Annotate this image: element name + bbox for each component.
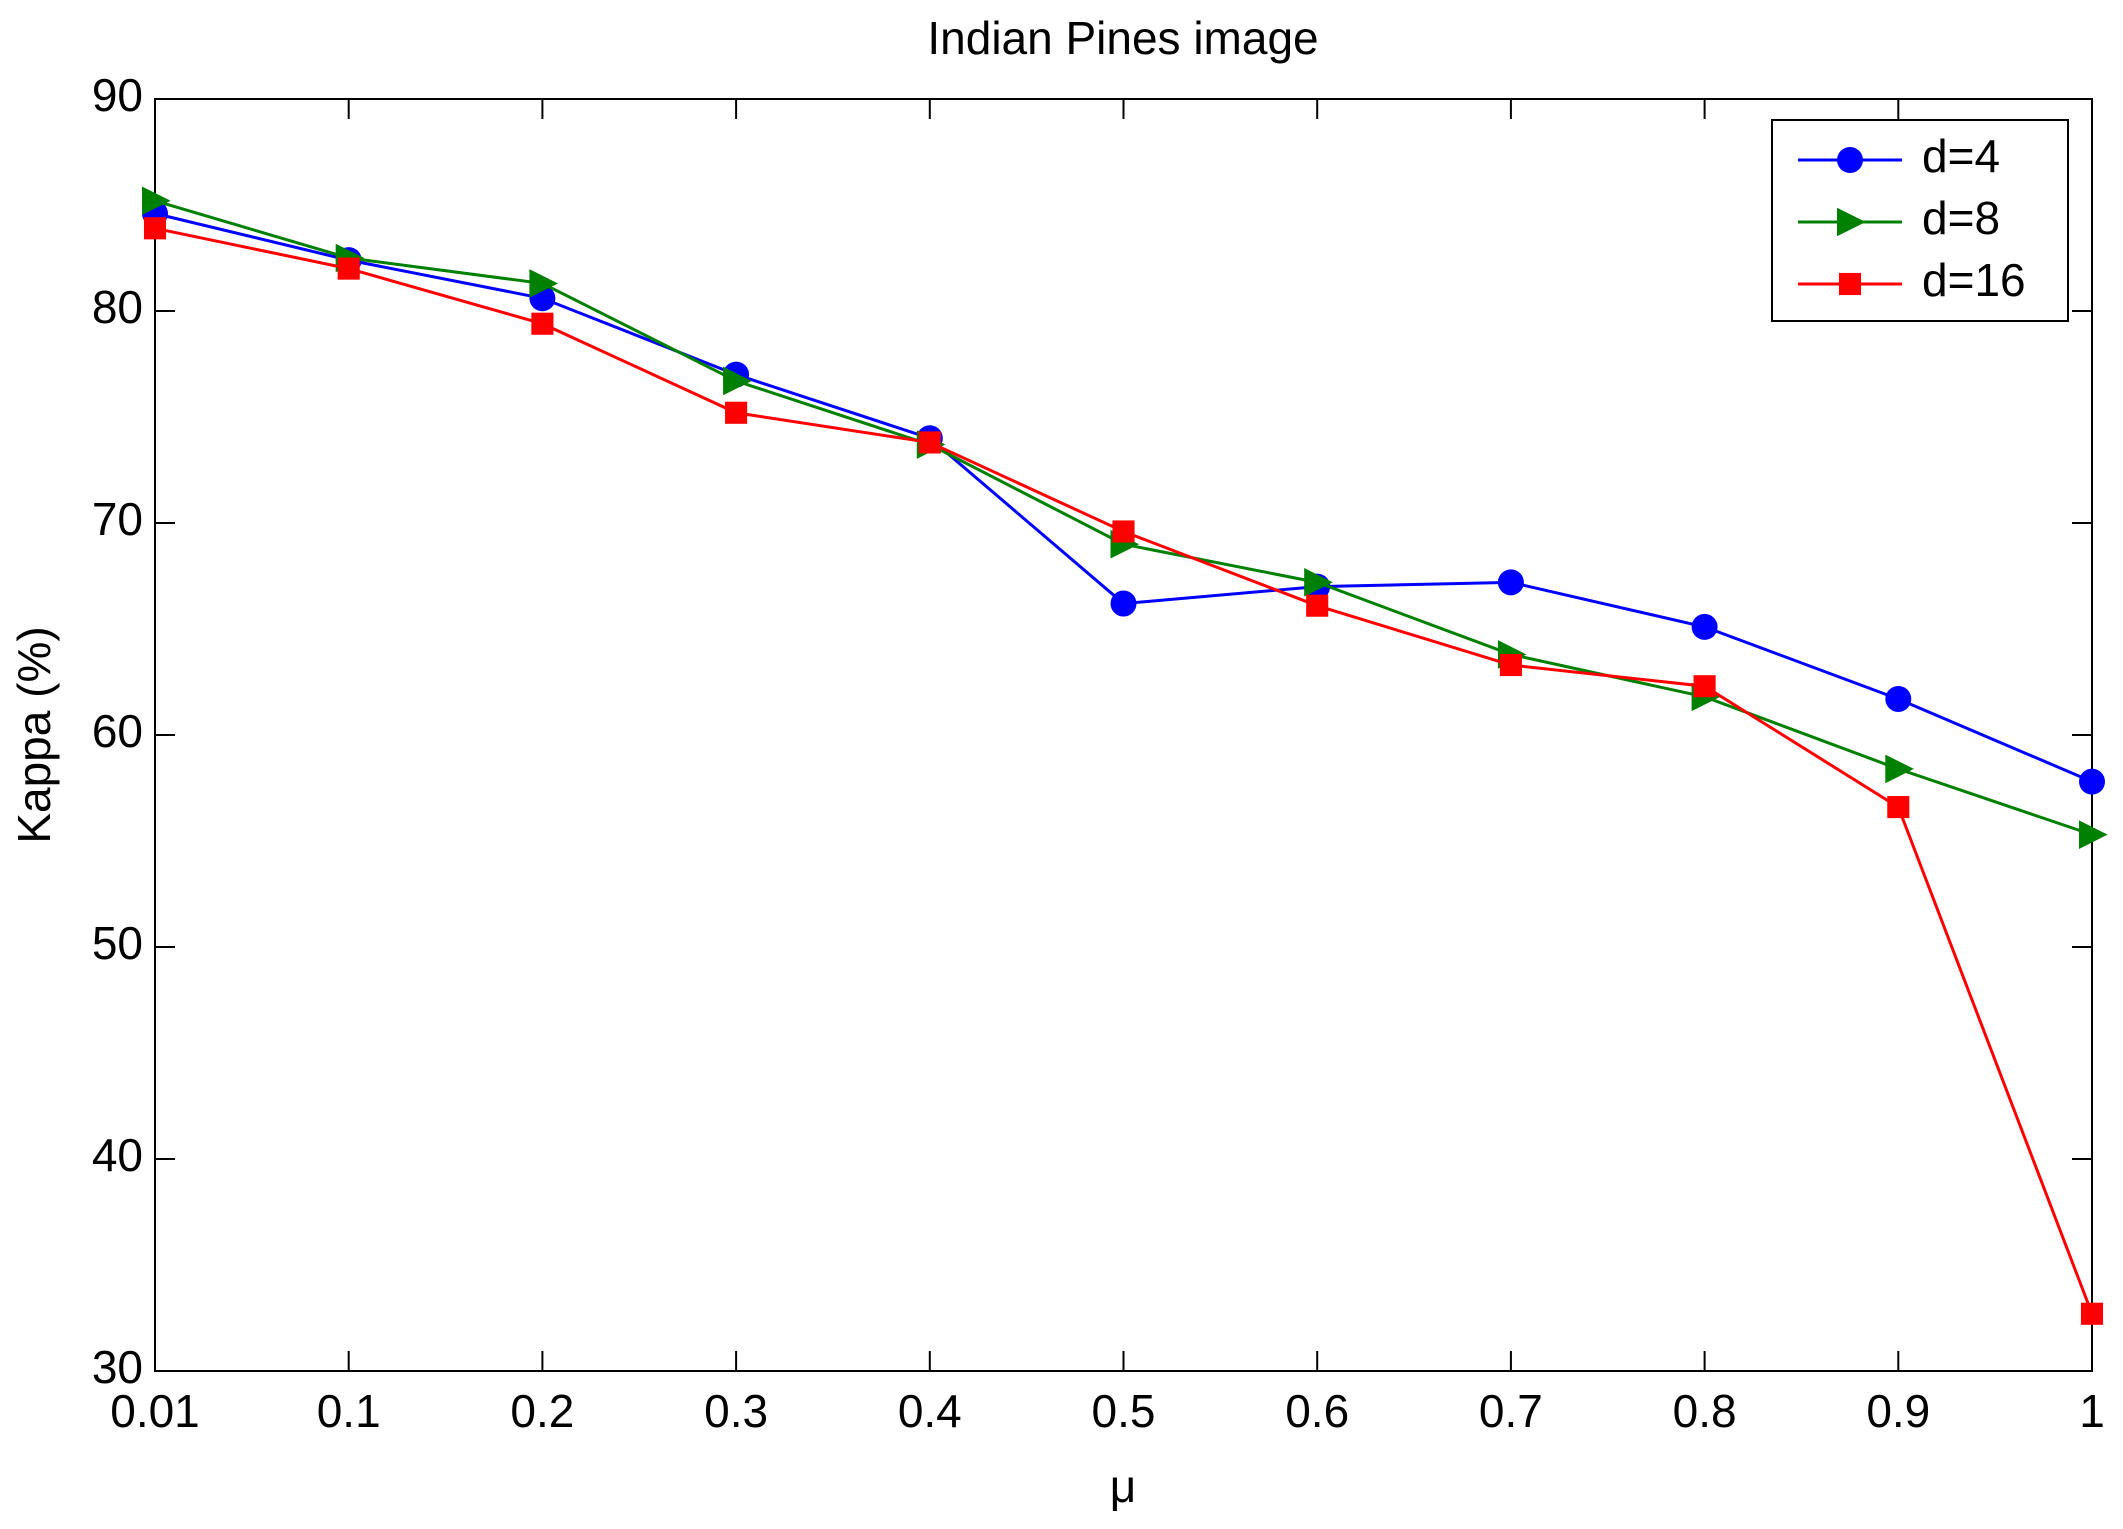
marker: [1885, 685, 1912, 712]
y-tick-label: 70: [92, 493, 143, 545]
y-tick-label: 80: [92, 281, 143, 333]
marker: [1693, 675, 1716, 698]
x-tick-label: 0.4: [898, 1385, 962, 1437]
y-tick-label: 50: [92, 917, 143, 969]
y-tick-label: 60: [92, 705, 143, 757]
marker: [1885, 754, 1914, 784]
x-tick-label: 0.7: [1479, 1385, 1543, 1437]
x-tick-label: 1: [2079, 1385, 2105, 1437]
legend: d=4 d=8 d=16: [1771, 119, 2069, 322]
y-tick-label: 40: [92, 1129, 143, 1181]
legend-label: d=4: [1922, 130, 2000, 182]
marker: [531, 312, 554, 335]
x-tick-label: 0.3: [704, 1385, 768, 1437]
x-tick-label: 0.6: [1285, 1385, 1349, 1437]
legend-label: d=16: [1922, 254, 2026, 306]
y-tick-label: 90: [92, 69, 143, 121]
marker: [2080, 1302, 2104, 1325]
y-tick-label: 30: [92, 1341, 143, 1393]
x-tick-label: 0.01: [110, 1385, 200, 1437]
marker: [1112, 520, 1135, 543]
x-axis-label: μ: [1110, 1460, 1137, 1512]
marker: [1887, 796, 1910, 819]
marker: [2079, 820, 2108, 849]
marker: [1497, 569, 1524, 596]
marker: [1838, 272, 1862, 296]
line: [154, 226, 2094, 1315]
marker: [142, 186, 171, 216]
marker: [918, 431, 941, 454]
marker: [1691, 613, 1718, 640]
x-tick-label: 0.1: [317, 1385, 381, 1437]
marker: [2079, 768, 2105, 795]
x-tick-label: 0.8: [1673, 1385, 1737, 1437]
x-tick-label: 0.5: [1092, 1385, 1156, 1437]
x-tick-label: 0.2: [510, 1385, 574, 1437]
marker: [725, 401, 748, 424]
marker: [1837, 147, 1863, 173]
marker: [1837, 207, 1866, 237]
marker: [1304, 568, 1333, 597]
chart-title: Indian Pines image: [927, 12, 1318, 64]
series: [143, 217, 2104, 1325]
marker: [723, 366, 752, 396]
marker: [1110, 590, 1137, 617]
x-tick-label: 0.9: [1866, 1385, 1930, 1437]
marker: [1306, 594, 1329, 617]
marker: [529, 269, 558, 298]
marker: [337, 257, 360, 280]
y-axis-label: Kappa (%): [8, 626, 60, 843]
marker: [1499, 653, 1522, 677]
legend-label: d=8: [1922, 192, 2000, 244]
marker: [143, 217, 167, 240]
